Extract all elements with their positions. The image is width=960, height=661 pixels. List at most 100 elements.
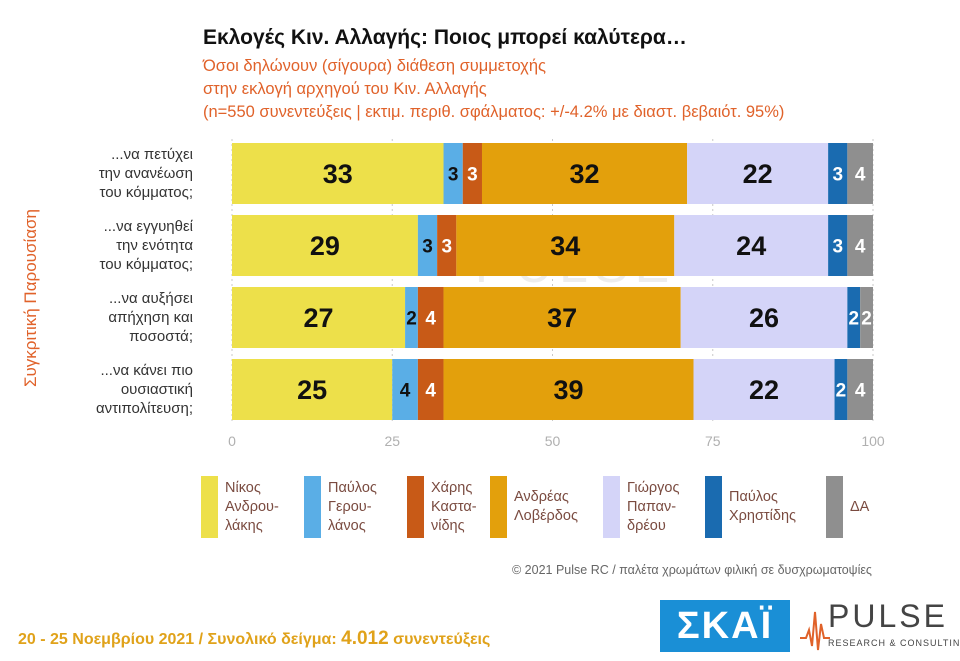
row-label-line: ποσοστά;: [129, 328, 193, 345]
row-label-line: του κόμματος;: [99, 256, 194, 273]
legend-label: Παύλος Χρηστίδης: [729, 488, 796, 526]
legend-label: Χάρης Καστα-νίδης: [431, 479, 477, 536]
bar-segment: [847, 287, 861, 348]
row-label-line: απήχηση και: [108, 309, 193, 326]
legend-swatch: [490, 476, 507, 538]
bar-data-label: 26: [749, 303, 779, 333]
bar-segment: [417, 359, 444, 420]
chart-subtitle-3: (n=550 συνεντεύξεις | εκτιμ. περιθ. σφάλ…: [203, 103, 785, 121]
row-label-line: την ενότητα: [116, 237, 193, 254]
legend-label-line: δρέου: [627, 517, 666, 534]
legend-label-line: Χρηστίδης: [729, 508, 797, 524]
bar-segment: [860, 287, 873, 348]
chart-title: Εκλογές Κιν. Αλλαγής: Ποιος μπορεί καλύτ…: [203, 26, 687, 49]
bar-segment: [405, 287, 418, 348]
row-label-line: ...να πετύχει: [111, 146, 193, 163]
bar-data-label: 2: [406, 308, 417, 329]
bar-segment: [392, 359, 418, 420]
legend-label: Ανδρέας Λοβέρδος: [514, 488, 578, 526]
bar-segment: [417, 287, 444, 348]
bar-data-label: 4: [855, 380, 866, 401]
bar-segment: [828, 215, 848, 276]
chart-subtitle-2: στην εκλογή αρχηγού του Κιν. Αλλαγής: [203, 80, 487, 98]
row-label: ...να αυξήσει απήχηση και ποσοστά;: [108, 289, 193, 346]
bar-segment: [437, 215, 457, 276]
bar-data-label: 3: [441, 236, 452, 257]
legend-label-line: Γερου-: [328, 498, 372, 515]
bar-segment: [674, 215, 829, 276]
legend-label: Γιώργος Παπαν-δρέου: [627, 479, 679, 536]
bar-segment: [232, 359, 393, 420]
legend-label: Νίκος Ανδρου-λάκης: [225, 479, 279, 536]
x-tick-label: 75: [705, 433, 721, 449]
x-tick-label: 25: [384, 433, 400, 449]
legend-swatch: [603, 476, 620, 538]
pulse-logo-word: PULSE: [828, 598, 948, 634]
legend-label: Παύλος Γερου-λάνος: [328, 479, 377, 536]
legend-label-line: Παύλος: [328, 479, 377, 496]
legend-label-line: Ανδρέας: [514, 489, 569, 505]
row-label-line: την ανανέωση: [98, 165, 193, 182]
legend-swatch: [201, 476, 218, 538]
legend-label-line: ΔΑ: [850, 498, 870, 515]
bar-segment: [481, 143, 688, 204]
legend-label-line: Λοβέρδος: [514, 508, 578, 524]
row-label-line: ...να εγγυηθεί: [103, 218, 193, 235]
legend-label-line: Χάρης: [431, 479, 473, 496]
row-label-line: του κόμματος;: [99, 184, 194, 201]
row-label: ...να εγγυηθεί την ενότητα του κόμματος;: [100, 217, 194, 274]
bar-data-label: 29: [310, 231, 340, 261]
bar-data-label: 34: [550, 231, 580, 261]
bar-segment: [462, 143, 482, 204]
row-label: ...να κάνει πιο ουσιαστική αντιπολίτευση;: [96, 361, 193, 418]
skai-logo: ΣΚΑΪ: [660, 600, 790, 652]
legend-label-line: λάκης: [225, 517, 263, 534]
legend-label-line: Ανδρου-: [225, 498, 279, 515]
legend-swatch: [304, 476, 321, 538]
bar-segment: [232, 287, 406, 348]
bar-data-label: 4: [400, 380, 411, 401]
legend-label-line: Γιώργος: [627, 479, 680, 496]
legend-label-line: Παπαν-: [627, 498, 677, 515]
footer-sample-unit: συνεντεύξεις: [393, 631, 491, 648]
bar-segment: [232, 143, 444, 204]
bar-segment: [456, 215, 675, 276]
footer-sample-info: 20 - 25 Νοεμβρίου 2021 / Συνολικό δείγμα…: [18, 628, 490, 650]
footer-sample-size: 4.012: [341, 628, 389, 649]
bar-segment: [834, 359, 848, 420]
bar-data-label: 3: [422, 236, 433, 257]
legend-swatch: [407, 476, 424, 538]
copyright-note: © 2021 Pulse RC / παλέτα χρωμάτων φιλική…: [512, 563, 872, 577]
legend-label-line: Παύλος: [729, 489, 778, 505]
row-label-line: ...να αυξήσει: [108, 290, 193, 307]
legend-label-line: Καστα-: [431, 498, 477, 515]
bar-data-label: 25: [297, 375, 327, 405]
bar-data-label: 37: [547, 303, 577, 333]
bar-segment: [847, 359, 873, 420]
bar-segment: [443, 287, 681, 348]
row-label-line: ουσιαστική: [120, 381, 193, 398]
bar-data-label: 4: [425, 380, 436, 401]
bar-segment: [828, 143, 848, 204]
bar-data-label: 3: [832, 164, 843, 185]
legend-swatch: [826, 476, 843, 538]
bar-segment: [693, 359, 835, 420]
bar-segment: [443, 359, 694, 420]
bar-data-label: 4: [855, 236, 866, 257]
bar-segment: [443, 143, 463, 204]
legend-label-line: λάνος: [328, 517, 366, 534]
legend-label: ΔΑ: [850, 498, 869, 517]
bar-segment: [847, 215, 873, 276]
x-tick-label: 50: [545, 433, 561, 449]
bar-data-label: 2: [848, 308, 859, 329]
bar-segment: [680, 287, 848, 348]
row-label-line: αντιπολίτευση;: [95, 400, 193, 417]
pulse-wave-icon: [800, 611, 830, 651]
chart-subtitle-1: Όσοι δηλώνουν (σίγουρα) διάθεση συμμετοχ…: [203, 57, 546, 75]
row-label-line: ...να κάνει πιο: [100, 362, 193, 379]
legend-label-line: νίδης: [431, 517, 465, 534]
legend-label-line: Νίκος: [225, 479, 261, 496]
bar-segment: [687, 143, 829, 204]
bar-data-label: 3: [467, 164, 478, 185]
